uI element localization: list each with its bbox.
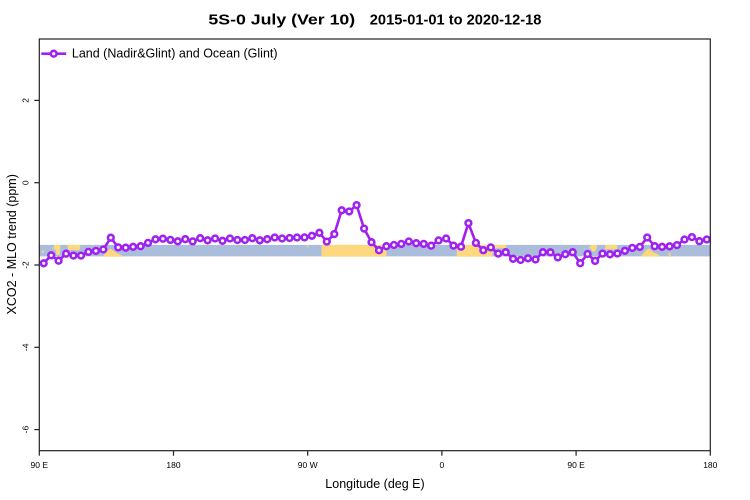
svg-text:0: 0: [440, 460, 445, 470]
svg-text:90 E: 90 E: [31, 460, 49, 470]
svg-text:5S-0 July (Ver 10): 5S-0 July (Ver 10): [208, 12, 355, 29]
svg-text:90 W: 90 W: [298, 460, 318, 470]
svg-text:Longitude (deg E): Longitude (deg E): [325, 477, 424, 491]
svg-text:90 E: 90 E: [567, 460, 585, 470]
svg-text:0: 0: [21, 180, 31, 185]
svg-text:180: 180: [166, 460, 180, 470]
svg-text:2: 2: [21, 98, 31, 103]
svg-text:Land (Nadir&Glint) and Ocean (: Land (Nadir&Glint) and Ocean (Glint): [72, 47, 278, 61]
svg-text:-2: -2: [21, 261, 31, 269]
svg-text:XCO2 - MLO trend (ppm): XCO2 - MLO trend (ppm): [5, 174, 19, 314]
svg-text:-4: -4: [21, 343, 31, 351]
svg-text:180: 180: [703, 460, 717, 470]
svg-text:-6: -6: [21, 426, 31, 434]
svg-text:2015-01-01 to 2020-12-18: 2015-01-01 to 2020-12-18: [370, 12, 542, 29]
